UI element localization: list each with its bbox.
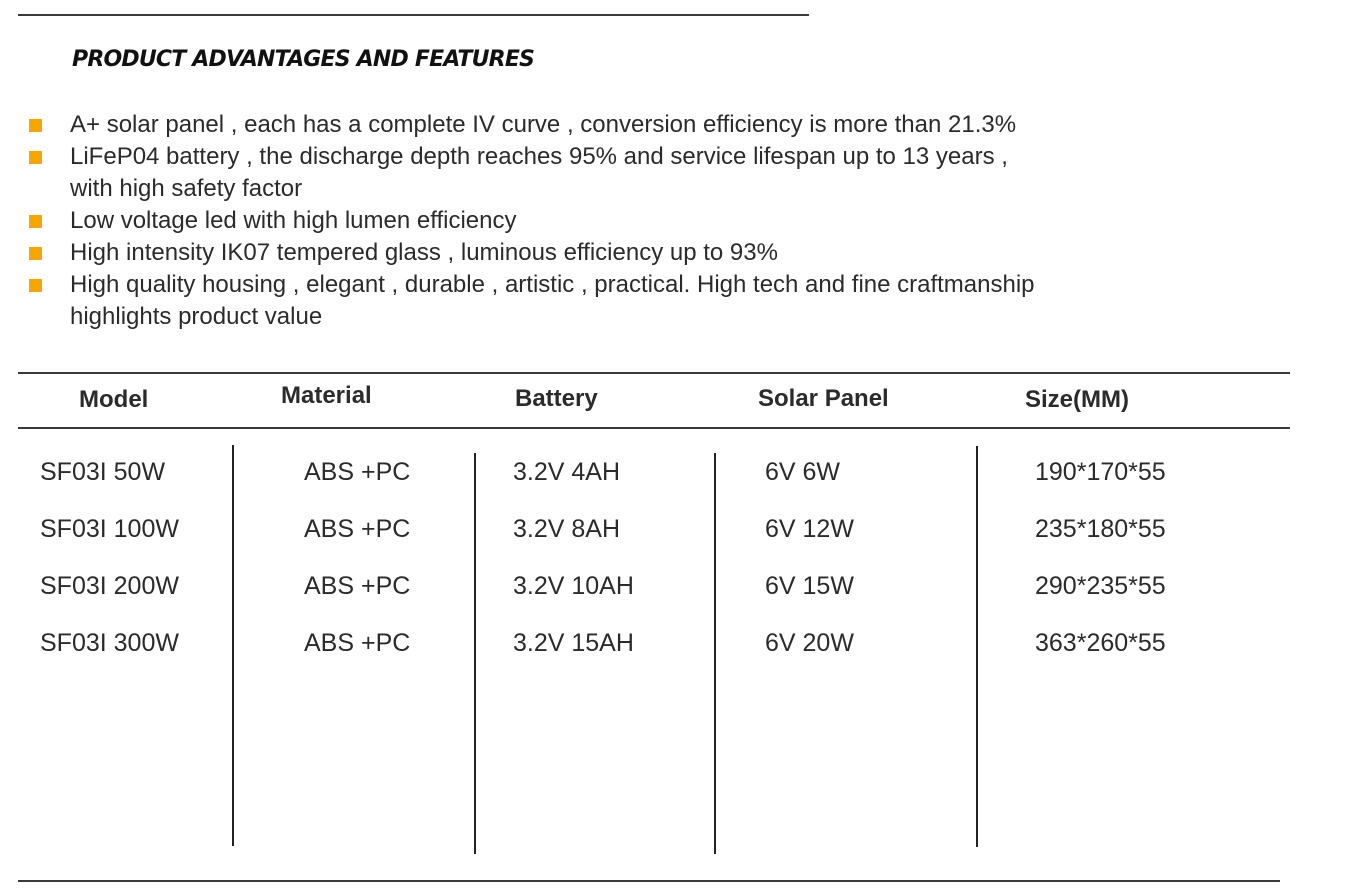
table-cell-battery: 3.2V 8AH xyxy=(513,515,621,543)
feature-item: High intensity IK07 tempered glass , lum… xyxy=(0,237,1035,269)
table-cell-solar-panel: 6V 12W xyxy=(765,515,854,543)
column-header-size: Size(MM) xyxy=(1025,386,1129,413)
table-cell-material: ABS +PC xyxy=(304,458,411,486)
table-cell-size: 235*180*55 xyxy=(1035,515,1166,543)
table-cell-size: 290*235*55 xyxy=(1035,572,1166,600)
table-cell-solar-panel: 6V 20W xyxy=(765,629,854,657)
top-divider xyxy=(18,14,809,16)
column-divider xyxy=(474,453,476,854)
column-divider xyxy=(714,453,716,854)
features-list: A+ solar panel , each has a complete IV … xyxy=(0,109,1035,333)
table-cell-battery: 3.2V 10AH xyxy=(513,572,634,600)
feature-item: High quality housing , elegant , durable… xyxy=(0,269,1035,333)
table-cell-model: SF03I 300W xyxy=(40,629,179,657)
table-cell-material: ABS +PC xyxy=(304,629,411,657)
feature-text: High quality housing , elegant , durable… xyxy=(70,271,1035,298)
table-cell-solar-panel: 6V 6W xyxy=(765,458,841,486)
table-cell-solar-panel: 6V 15W xyxy=(765,572,854,600)
column-divider xyxy=(976,446,978,847)
feature-text-continuation: with high safety factor xyxy=(70,175,303,202)
table-cell-battery: 3.2V 4AH xyxy=(513,458,621,486)
table-cell-size: 190*170*55 xyxy=(1035,458,1166,486)
table-cell-model: SF03I 200W xyxy=(40,572,179,600)
column-divider xyxy=(232,445,234,846)
table-cell-size: 363*260*55 xyxy=(1035,629,1166,657)
table-cell-battery: 3.2V 15AH xyxy=(513,629,634,657)
square-bullet-icon xyxy=(29,215,42,228)
feature-text: A+ solar panel , each has a complete IV … xyxy=(70,111,1017,138)
column-header-model: Model xyxy=(79,386,149,413)
bottom-divider xyxy=(18,880,1280,882)
square-bullet-icon xyxy=(29,119,42,132)
feature-text: Low voltage led with high lumen efficien… xyxy=(70,207,517,234)
table-top-rule xyxy=(18,372,1290,374)
feature-text: LiFeP04 battery , the discharge depth re… xyxy=(70,143,1008,170)
feature-item: A+ solar panel , each has a complete IV … xyxy=(0,109,1035,141)
table-cell-material: ABS +PC xyxy=(304,572,411,600)
table-cell-model: SF03I 50W xyxy=(40,458,166,486)
table-cell-material: ABS +PC xyxy=(304,515,411,543)
feature-item: LiFeP04 battery , the discharge depth re… xyxy=(0,141,1035,205)
feature-item: Low voltage led with high lumen efficien… xyxy=(0,205,1035,237)
square-bullet-icon xyxy=(29,279,42,292)
column-header-solar-panel: Solar Panel xyxy=(758,385,889,412)
section-title: PRODUCT ADVANTAGES AND FEATURES xyxy=(72,47,535,72)
square-bullet-icon xyxy=(29,247,42,260)
column-header-material: Material xyxy=(281,382,372,409)
feature-text: High intensity IK07 tempered glass , lum… xyxy=(70,239,778,266)
square-bullet-icon xyxy=(29,151,42,164)
feature-text-continuation: highlights product value xyxy=(70,303,323,330)
column-header-battery: Battery xyxy=(515,385,598,412)
table-header-rule xyxy=(18,427,1290,429)
table-cell-model: SF03I 100W xyxy=(40,515,179,543)
